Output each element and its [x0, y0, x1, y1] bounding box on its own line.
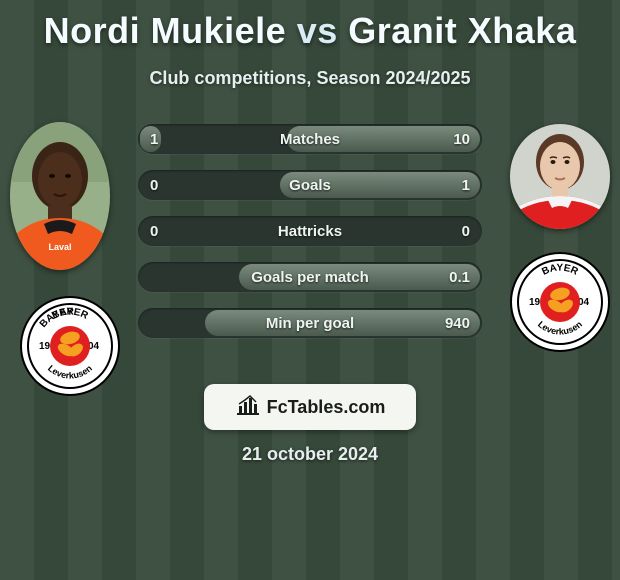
svg-text:Laval: Laval: [48, 242, 71, 252]
stat-row: 1Matches10: [138, 124, 482, 154]
stat-value-right: 1: [462, 170, 470, 200]
stat-label: Goals: [138, 170, 482, 200]
page-title: Nordi Mukiele vs Granit Xhaka: [0, 0, 620, 52]
stat-value-right: 0.1: [449, 262, 470, 292]
stats-container: 1Matches100Goals10Hattricks0Goals per ma…: [138, 124, 482, 354]
subtitle: Club competitions, Season 2024/2025: [0, 68, 620, 89]
stat-label: Goals per match: [138, 262, 482, 292]
player1-club-badge: BAYER BAYER Leverkusen 19 04: [20, 296, 120, 396]
player2-club-badge: BAYER Leverkusen 19 04: [510, 252, 610, 352]
title-vs: vs: [297, 10, 338, 51]
stat-row: Min per goal940: [138, 308, 482, 338]
title-player1: Nordi Mukiele: [44, 10, 287, 51]
stat-value-right: 0: [462, 216, 470, 246]
player1-avatar: Laval: [10, 122, 110, 270]
stat-value-right: 940: [445, 308, 470, 338]
player2-avatar: [510, 124, 610, 229]
svg-text:19: 19: [529, 297, 541, 308]
stat-row: 0Hattricks0: [138, 216, 482, 246]
brand-badge: FcTables.com: [204, 384, 416, 430]
date-label: 21 october 2024: [0, 444, 620, 465]
brand-text: FcTables.com: [267, 397, 386, 418]
stat-label: Min per goal: [138, 308, 482, 338]
bar-chart-icon: [235, 394, 261, 421]
stat-row: Goals per match0.1: [138, 262, 482, 292]
title-player2: Granit Xhaka: [348, 10, 576, 51]
content-root: Nordi Mukiele vs Granit Xhaka Club compe…: [0, 0, 620, 89]
svg-text:19: 19: [39, 341, 51, 352]
stat-value-right: 10: [453, 124, 470, 154]
stat-row: 0Goals1: [138, 170, 482, 200]
stat-label: Hattricks: [138, 216, 482, 246]
stat-label: Matches: [138, 124, 482, 154]
